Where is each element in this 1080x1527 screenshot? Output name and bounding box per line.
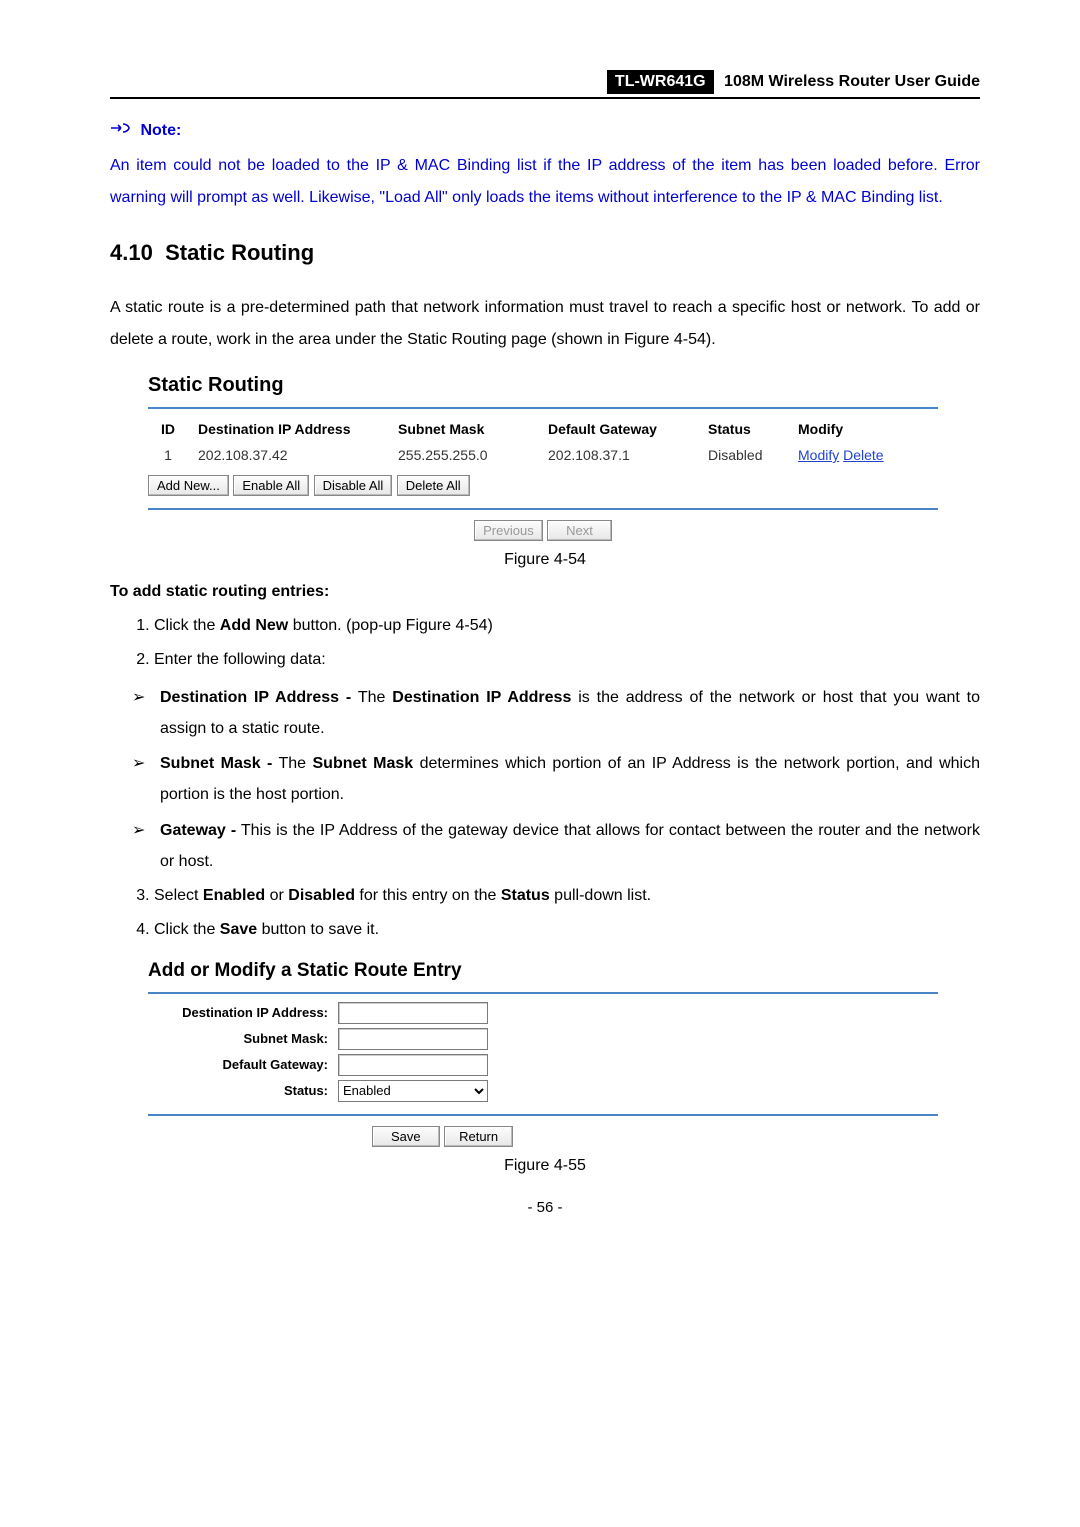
note-label: Note: — [140, 122, 181, 140]
status-select[interactable]: Enabled — [338, 1080, 488, 1102]
form-row-status: Status: Enabled — [148, 1080, 938, 1102]
note-line: Note: — [110, 121, 980, 140]
text-bold: Status — [501, 887, 550, 904]
static-routing-table: ID Destination IP Address Subnet Mask De… — [148, 417, 938, 469]
col-modify: Modify — [798, 417, 938, 441]
text: The — [351, 689, 392, 706]
divider — [148, 1114, 938, 1116]
col-mask: Subnet Mask — [398, 417, 548, 441]
col-gw: Default Gateway — [548, 417, 708, 441]
table-row: 1 202.108.37.42 255.255.255.0 202.108.37… — [148, 441, 938, 469]
save-button[interactable]: Save — [372, 1126, 440, 1147]
text-bold: Destination IP Address - — [160, 689, 351, 706]
text-bold: Destination IP Address — [392, 689, 571, 706]
destination-ip-input[interactable] — [338, 1002, 488, 1024]
col-status: Status — [708, 417, 798, 441]
cell-gw: 202.108.37.1 — [548, 441, 708, 469]
page-header: TL-WR641G 108M Wireless Router User Guid… — [110, 70, 980, 99]
figure-55: Add or Modify a Static Route Entry Desti… — [148, 960, 938, 1147]
header-title: 108M Wireless Router User Guide — [724, 73, 980, 91]
delete-all-button[interactable]: Delete All — [397, 475, 470, 496]
bullet-destination: Destination IP Address - The Destination… — [132, 682, 980, 744]
text: This is the IP Address of the gateway de… — [160, 822, 980, 870]
fig55-title: Add or Modify a Static Route Entry — [148, 960, 938, 982]
previous-button[interactable]: Previous — [474, 520, 543, 541]
text-bold: Subnet Mask — [313, 755, 414, 772]
cell-status: Disabled — [708, 441, 798, 469]
return-button[interactable]: Return — [444, 1126, 513, 1147]
modify-link[interactable]: Modify — [798, 447, 839, 463]
col-dest: Destination IP Address — [198, 417, 398, 441]
add-new-button[interactable]: Add New... — [148, 475, 229, 496]
form-row-gateway: Default Gateway: — [148, 1054, 938, 1076]
text: or — [265, 887, 288, 904]
bullet-gateway: Gateway - This is the IP Address of the … — [132, 815, 980, 877]
text: Select — [154, 887, 203, 904]
divider — [148, 992, 938, 994]
text: button to save it. — [257, 921, 379, 938]
steps-list-cont: Select Enabled or Disabled for this entr… — [110, 881, 980, 946]
label-destination-ip: Destination IP Address: — [148, 1005, 338, 1020]
text-bold: Save — [220, 921, 257, 938]
fig55-form: Destination IP Address: Subnet Mask: Def… — [148, 1002, 938, 1102]
fig54-caption: Figure 4-54 — [110, 551, 980, 569]
text-bold: Gateway - — [160, 822, 236, 839]
text: The — [272, 755, 312, 772]
figure-54: Static Routing ID Destination IP Address… — [148, 374, 938, 541]
text: Click the — [154, 617, 220, 634]
cell-id: 1 — [148, 441, 198, 469]
text: pull-down list. — [550, 887, 651, 904]
field-bullets: Destination IP Address - The Destination… — [110, 682, 980, 877]
text-bold: Disabled — [288, 887, 355, 904]
label-status: Status: — [148, 1083, 338, 1098]
table-header-row: ID Destination IP Address Subnet Mask De… — [148, 417, 938, 441]
default-gateway-input[interactable] — [338, 1054, 488, 1076]
text-bold: Add New — [220, 617, 288, 634]
step-3: Select Enabled or Disabled for this entr… — [154, 881, 980, 911]
text-bold: Subnet Mask - — [160, 755, 272, 772]
header-model: TL-WR641G — [607, 70, 714, 94]
form-row-mask: Subnet Mask: — [148, 1028, 938, 1050]
divider — [148, 508, 938, 510]
next-button[interactable]: Next — [547, 520, 612, 541]
section-intro: A static route is a pre-determined path … — [110, 292, 980, 356]
cell-dest: 202.108.37.42 — [198, 441, 398, 469]
pointing-hand-icon — [110, 121, 130, 140]
text-bold: Enabled — [203, 887, 265, 904]
instructions-heading: To add static routing entries: — [110, 583, 980, 601]
steps-list: Click the Add New button. (pop-up Figure… — [110, 611, 980, 676]
col-id: ID — [148, 417, 198, 441]
label-subnet-mask: Subnet Mask: — [148, 1031, 338, 1046]
fig54-title: Static Routing — [148, 374, 938, 397]
fig54-button-row: Add New... Enable All Disable All Delete… — [148, 475, 938, 496]
note-body: An item could not be loaded to the IP & … — [110, 150, 980, 214]
fig55-caption: Figure 4-55 — [110, 1157, 980, 1175]
step-1: Click the Add New button. (pop-up Figure… — [154, 611, 980, 641]
section-number: 4.10 — [110, 240, 153, 265]
form-row-dest: Destination IP Address: — [148, 1002, 938, 1024]
subnet-mask-input[interactable] — [338, 1028, 488, 1050]
label-default-gateway: Default Gateway: — [148, 1057, 338, 1072]
section-title: Static Routing — [165, 240, 314, 265]
cell-mask: 255.255.255.0 — [398, 441, 548, 469]
delete-link[interactable]: Delete — [843, 447, 883, 463]
text: Click the — [154, 921, 220, 938]
step-4: Click the Save button to save it. — [154, 915, 980, 945]
enable-all-button[interactable]: Enable All — [233, 475, 309, 496]
divider — [148, 407, 938, 409]
disable-all-button[interactable]: Disable All — [314, 475, 393, 496]
cell-modify: Modify Delete — [798, 441, 938, 469]
step-2: Enter the following data: — [154, 645, 980, 675]
text: for this entry on the — [355, 887, 501, 904]
bullet-subnet-mask: Subnet Mask - The Subnet Mask determines… — [132, 748, 980, 810]
fig55-button-row: Save Return — [148, 1126, 938, 1147]
section-heading: 4.10 Static Routing — [110, 240, 980, 266]
fig54-nav: Previous Next — [148, 520, 938, 541]
page-number: - 56 - — [110, 1199, 980, 1216]
text: button. (pop-up Figure 4-54) — [288, 617, 493, 634]
